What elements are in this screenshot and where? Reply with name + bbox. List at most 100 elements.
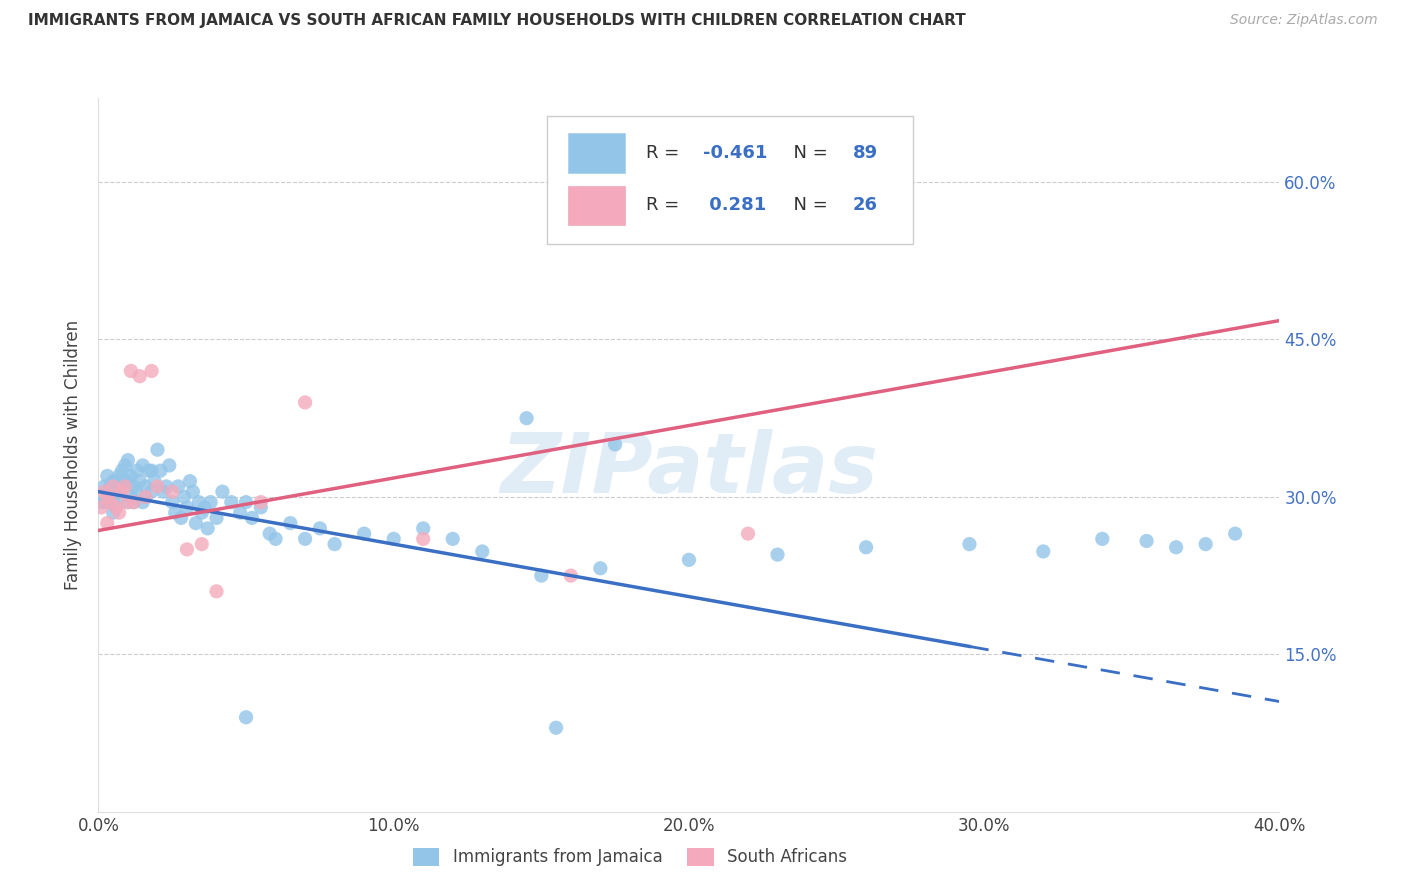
Point [141, 484, 163, 499]
Point [179, 474, 201, 488]
Point [93, 484, 115, 499]
Point [157, 458, 180, 473]
Point [959, 537, 981, 551]
Point [250, 500, 273, 515]
Point [170, 511, 193, 525]
Point [323, 537, 346, 551]
Point [294, 532, 316, 546]
Point [103, 490, 125, 504]
Point [125, 464, 148, 478]
Point [103, 479, 125, 493]
Point [98, 495, 121, 509]
Point [105, 500, 128, 515]
Point [205, 584, 228, 599]
Point [589, 561, 612, 575]
Text: 26: 26 [853, 196, 879, 214]
Point [605, 437, 627, 451]
Point [560, 568, 582, 582]
Point [471, 544, 494, 558]
Point [103, 474, 125, 488]
Point [187, 495, 209, 509]
Point [111, 479, 134, 493]
Point [309, 521, 332, 535]
Point [235, 710, 257, 724]
Point [132, 495, 155, 509]
Point [200, 495, 222, 509]
Point [678, 553, 700, 567]
Text: 0.281: 0.281 [703, 196, 766, 214]
Y-axis label: Family Households with Children: Family Households with Children [63, 320, 82, 590]
Point [515, 411, 537, 425]
Point [259, 526, 281, 541]
Text: Source: ZipAtlas.com: Source: ZipAtlas.com [1230, 13, 1378, 28]
Point [229, 506, 252, 520]
Point [146, 442, 169, 457]
Point [98, 495, 121, 509]
Point [128, 474, 150, 488]
Point [176, 500, 198, 515]
Point [149, 464, 172, 478]
Point [205, 511, 228, 525]
Point [117, 474, 139, 488]
Point [90, 495, 112, 509]
Point [96, 484, 118, 499]
Point [176, 542, 198, 557]
Point [162, 484, 183, 499]
Point [173, 490, 195, 504]
Point [114, 474, 136, 488]
Point [181, 484, 204, 499]
Point [111, 464, 134, 478]
Point [165, 506, 187, 520]
Point [240, 511, 263, 525]
Point [152, 484, 174, 499]
FancyBboxPatch shape [547, 116, 914, 244]
Point [278, 516, 302, 530]
Point [120, 469, 142, 483]
Point [143, 474, 166, 488]
Point [184, 516, 207, 530]
Point [108, 490, 131, 504]
Point [132, 458, 155, 473]
Point [138, 464, 160, 478]
Point [737, 526, 759, 541]
Point [125, 484, 148, 499]
Point [103, 506, 125, 520]
Text: 89: 89 [853, 145, 879, 162]
Point [382, 532, 405, 546]
Point [1091, 532, 1114, 546]
Point [117, 453, 139, 467]
Point [1164, 541, 1187, 555]
Point [141, 364, 163, 378]
Point [120, 364, 142, 378]
Point [412, 521, 434, 535]
Point [141, 464, 163, 478]
Point [90, 500, 112, 515]
Point [93, 479, 115, 493]
Point [766, 548, 789, 562]
Point [211, 484, 233, 499]
Point [135, 490, 157, 504]
Point [122, 495, 145, 509]
Point [114, 479, 136, 493]
Point [441, 532, 464, 546]
Point [135, 479, 157, 493]
Point [191, 506, 214, 520]
Text: ZIPatlas: ZIPatlas [501, 429, 877, 509]
Point [146, 479, 169, 493]
Point [155, 479, 177, 493]
Point [855, 541, 877, 555]
Point [162, 495, 183, 509]
Point [1195, 537, 1218, 551]
Point [530, 568, 553, 582]
Point [122, 495, 145, 509]
Point [1032, 544, 1054, 558]
Point [98, 479, 121, 493]
Text: IMMIGRANTS FROM JAMAICA VS SOUTH AFRICAN FAMILY HOUSEHOLDS WITH CHILDREN CORRELA: IMMIGRANTS FROM JAMAICA VS SOUTH AFRICAN… [28, 13, 966, 29]
Point [235, 495, 257, 509]
Point [114, 458, 136, 473]
FancyBboxPatch shape [568, 186, 626, 225]
Point [412, 532, 434, 546]
Point [250, 495, 273, 509]
Text: N =: N = [782, 145, 834, 162]
Point [544, 721, 567, 735]
